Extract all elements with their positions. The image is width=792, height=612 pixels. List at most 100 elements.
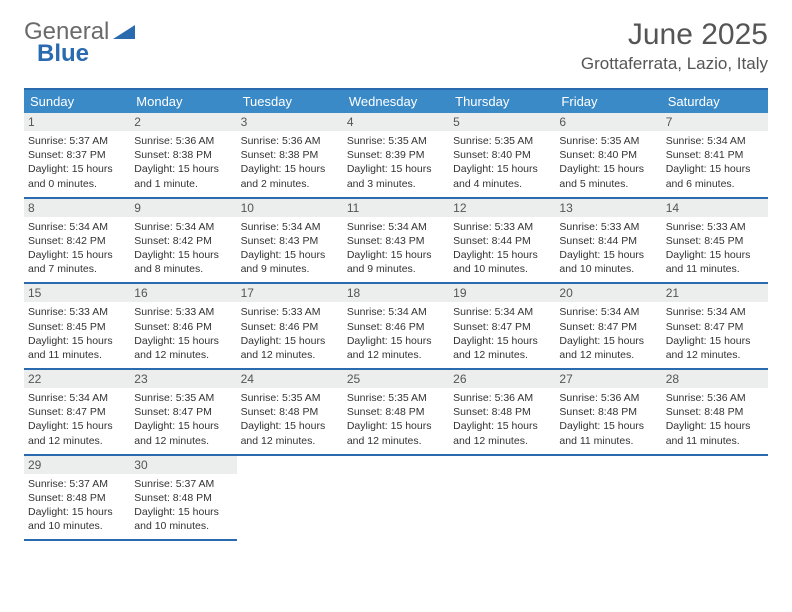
daylight-line: Daylight: 15 hours and 10 minutes.	[134, 505, 232, 533]
day-number: 30	[130, 456, 236, 474]
sunset-line: Sunset: 8:46 PM	[347, 320, 445, 334]
day-cell: 15Sunrise: 5:33 AMSunset: 8:45 PMDayligh…	[24, 284, 130, 368]
day-cell	[449, 456, 555, 540]
day-cell: 5Sunrise: 5:35 AMSunset: 8:40 PMDaylight…	[449, 113, 555, 197]
daylight-line: Daylight: 15 hours and 12 minutes.	[453, 334, 551, 362]
sunset-line: Sunset: 8:41 PM	[666, 148, 764, 162]
sunset-line: Sunset: 8:42 PM	[28, 234, 126, 248]
day-number: 20	[555, 284, 661, 302]
daylight-line: Daylight: 15 hours and 11 minutes.	[559, 419, 657, 447]
day-details: Sunrise: 5:33 AMSunset: 8:45 PMDaylight:…	[666, 220, 764, 277]
day-details: Sunrise: 5:37 AMSunset: 8:37 PMDaylight:…	[28, 134, 126, 191]
sunrise-line: Sunrise: 5:34 AM	[241, 220, 339, 234]
sunrise-line: Sunrise: 5:36 AM	[241, 134, 339, 148]
daylight-line: Daylight: 15 hours and 2 minutes.	[241, 162, 339, 190]
sunset-line: Sunset: 8:48 PM	[134, 491, 232, 505]
sunrise-line: Sunrise: 5:34 AM	[134, 220, 232, 234]
week-row: 22 Sunrise: 5:34 AMSunset: 8:47 PMDayligh…	[24, 370, 768, 456]
day-number: 23	[130, 370, 236, 388]
weekday-header: Friday	[555, 90, 661, 113]
sunrise-line: Sunrise: 5:33 AM	[666, 220, 764, 234]
day-cell: 4 Sunrise: 5:35 AMSunset: 8:39 PMDaylight…	[343, 113, 449, 197]
day-number: 24	[237, 370, 343, 388]
sunrise-line: Sunrise: 5:35 AM	[347, 391, 445, 405]
day-details: Sunrise: 5:35 AMSunset: 8:40 PMDaylight:…	[559, 134, 657, 191]
sunrise-line: Sunrise: 5:37 AM	[28, 134, 126, 148]
daylight-line: Daylight: 15 hours and 10 minutes.	[453, 248, 551, 276]
day-cell: 28Sunrise: 5:36 AMSunset: 8:48 PMDayligh…	[662, 370, 768, 454]
sunrise-line: Sunrise: 5:33 AM	[134, 305, 232, 319]
day-number: 27	[555, 370, 661, 388]
daylight-line: Daylight: 15 hours and 12 minutes.	[347, 334, 445, 362]
day-details: Sunrise: 5:35 AMSunset: 8:40 PMDaylight:…	[453, 134, 551, 191]
weekday-header: Sunday	[24, 90, 130, 113]
daylight-line: Daylight: 15 hours and 8 minutes.	[134, 248, 232, 276]
sunrise-line: Sunrise: 5:36 AM	[453, 391, 551, 405]
daylight-line: Daylight: 15 hours and 10 minutes.	[28, 505, 126, 533]
sunrise-line: Sunrise: 5:35 AM	[347, 134, 445, 148]
calendar: SundayMondayTuesdayWednesdayThursdayFrid…	[24, 88, 768, 539]
day-cell: 22 Sunrise: 5:34 AMSunset: 8:47 PMDayligh…	[24, 370, 130, 454]
day-details: Sunrise: 5:34 AMSunset: 8:47 PMDaylight:…	[28, 391, 126, 448]
sunset-line: Sunset: 8:40 PM	[453, 148, 551, 162]
sunset-line: Sunset: 8:47 PM	[666, 320, 764, 334]
daylight-line: Daylight: 15 hours and 12 minutes.	[241, 419, 339, 447]
day-number: 1	[24, 113, 130, 131]
sunset-line: Sunset: 8:44 PM	[453, 234, 551, 248]
day-cell: 6 Sunrise: 5:35 AMSunset: 8:40 PMDaylight…	[555, 113, 661, 197]
sunrise-line: Sunrise: 5:34 AM	[28, 220, 126, 234]
sunrise-line: Sunrise: 5:35 AM	[134, 391, 232, 405]
day-number: 17	[237, 284, 343, 302]
day-number: 15	[24, 284, 130, 302]
sunset-line: Sunset: 8:48 PM	[453, 405, 551, 419]
sunrise-line: Sunrise: 5:34 AM	[28, 391, 126, 405]
day-number: 4	[343, 113, 449, 131]
daylight-line: Daylight: 15 hours and 12 minutes.	[559, 334, 657, 362]
day-number: 29	[24, 456, 130, 474]
day-cell: 24Sunrise: 5:35 AMSunset: 8:48 PMDayligh…	[237, 370, 343, 454]
week-row: 8Sunrise: 5:34 AMSunset: 8:42 PMDaylight…	[24, 199, 768, 285]
day-number: 6	[555, 113, 661, 131]
daylight-line: Daylight: 15 hours and 12 minutes.	[28, 419, 126, 447]
weekday-header: Saturday	[662, 90, 768, 113]
day-number: 28	[662, 370, 768, 388]
sunset-line: Sunset: 8:44 PM	[559, 234, 657, 248]
day-number: 19	[449, 284, 555, 302]
day-details: Sunrise: 5:35 AMSunset: 8:39 PMDaylight:…	[347, 134, 445, 191]
weekday-header: Thursday	[449, 90, 555, 113]
brand-logo: General Blue	[24, 18, 135, 46]
day-details: Sunrise: 5:34 AMSunset: 8:43 PMDaylight:…	[241, 220, 339, 277]
day-number: 13	[555, 199, 661, 217]
day-number: 26	[449, 370, 555, 388]
day-details: Sunrise: 5:34 AMSunset: 8:47 PMDaylight:…	[559, 305, 657, 362]
day-number: 16	[130, 284, 236, 302]
sunset-line: Sunset: 8:38 PM	[241, 148, 339, 162]
day-cell: 30Sunrise: 5:37 AMSunset: 8:48 PMDayligh…	[130, 456, 236, 542]
day-number: 22	[24, 370, 130, 388]
sunset-line: Sunset: 8:39 PM	[347, 148, 445, 162]
day-cell	[662, 456, 768, 540]
sunset-line: Sunset: 8:42 PM	[134, 234, 232, 248]
day-cell: 10 Sunrise: 5:34 AMSunset: 8:43 PMDayligh…	[237, 199, 343, 283]
sunrise-line: Sunrise: 5:34 AM	[347, 220, 445, 234]
sunrise-line: Sunrise: 5:34 AM	[666, 134, 764, 148]
daylight-line: Daylight: 15 hours and 9 minutes.	[241, 248, 339, 276]
day-number: 10	[237, 199, 343, 217]
day-number: 12	[449, 199, 555, 217]
day-cell: 20 Sunrise: 5:34 AMSunset: 8:47 PMDayligh…	[555, 284, 661, 368]
daylight-line: Daylight: 15 hours and 12 minutes.	[666, 334, 764, 362]
day-details: Sunrise: 5:34 AMSunset: 8:41 PMDaylight:…	[666, 134, 764, 191]
day-cell: 14Sunrise: 5:33 AMSunset: 8:45 PMDayligh…	[662, 199, 768, 283]
day-cell: 8Sunrise: 5:34 AMSunset: 8:42 PMDaylight…	[24, 199, 130, 283]
day-cell: 27Sunrise: 5:36 AMSunset: 8:48 PMDayligh…	[555, 370, 661, 454]
day-details: Sunrise: 5:34 AMSunset: 8:42 PMDaylight:…	[134, 220, 232, 277]
sunset-line: Sunset: 8:45 PM	[666, 234, 764, 248]
day-details: Sunrise: 5:35 AMSunset: 8:48 PMDaylight:…	[347, 391, 445, 448]
sunrise-line: Sunrise: 5:34 AM	[347, 305, 445, 319]
sunset-line: Sunset: 8:48 PM	[241, 405, 339, 419]
day-details: Sunrise: 5:33 AMSunset: 8:46 PMDaylight:…	[241, 305, 339, 362]
day-details: Sunrise: 5:36 AMSunset: 8:38 PMDaylight:…	[134, 134, 232, 191]
day-details: Sunrise: 5:34 AMSunset: 8:43 PMDaylight:…	[347, 220, 445, 277]
sunset-line: Sunset: 8:47 PM	[559, 320, 657, 334]
week-row: 1 Sunrise: 5:37 AMSunset: 8:37 PMDaylight…	[24, 113, 768, 199]
